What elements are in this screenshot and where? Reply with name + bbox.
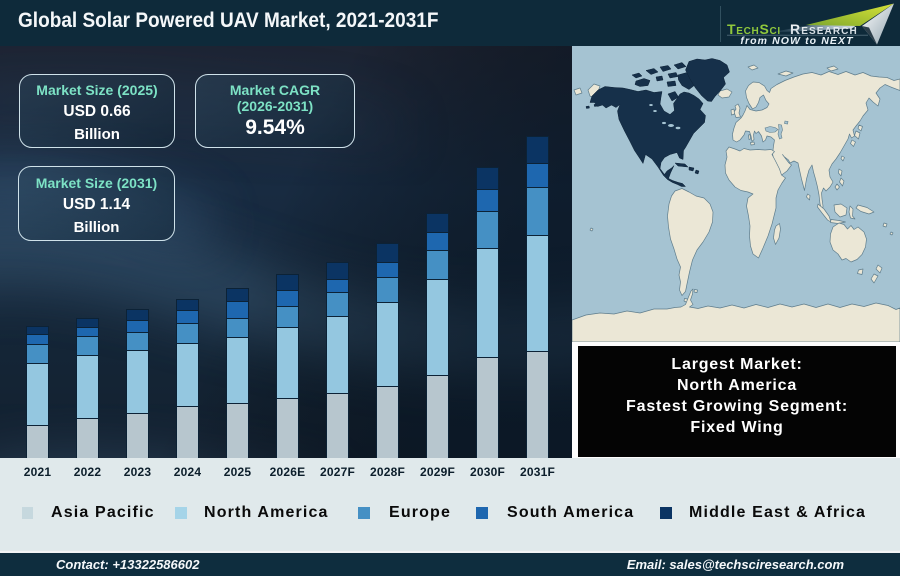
- svg-text:from NOW to NEXT: from NOW to NEXT: [740, 35, 854, 46]
- svg-text:Research: Research: [790, 21, 858, 37]
- svg-text:TechSci: TechSci: [727, 21, 781, 37]
